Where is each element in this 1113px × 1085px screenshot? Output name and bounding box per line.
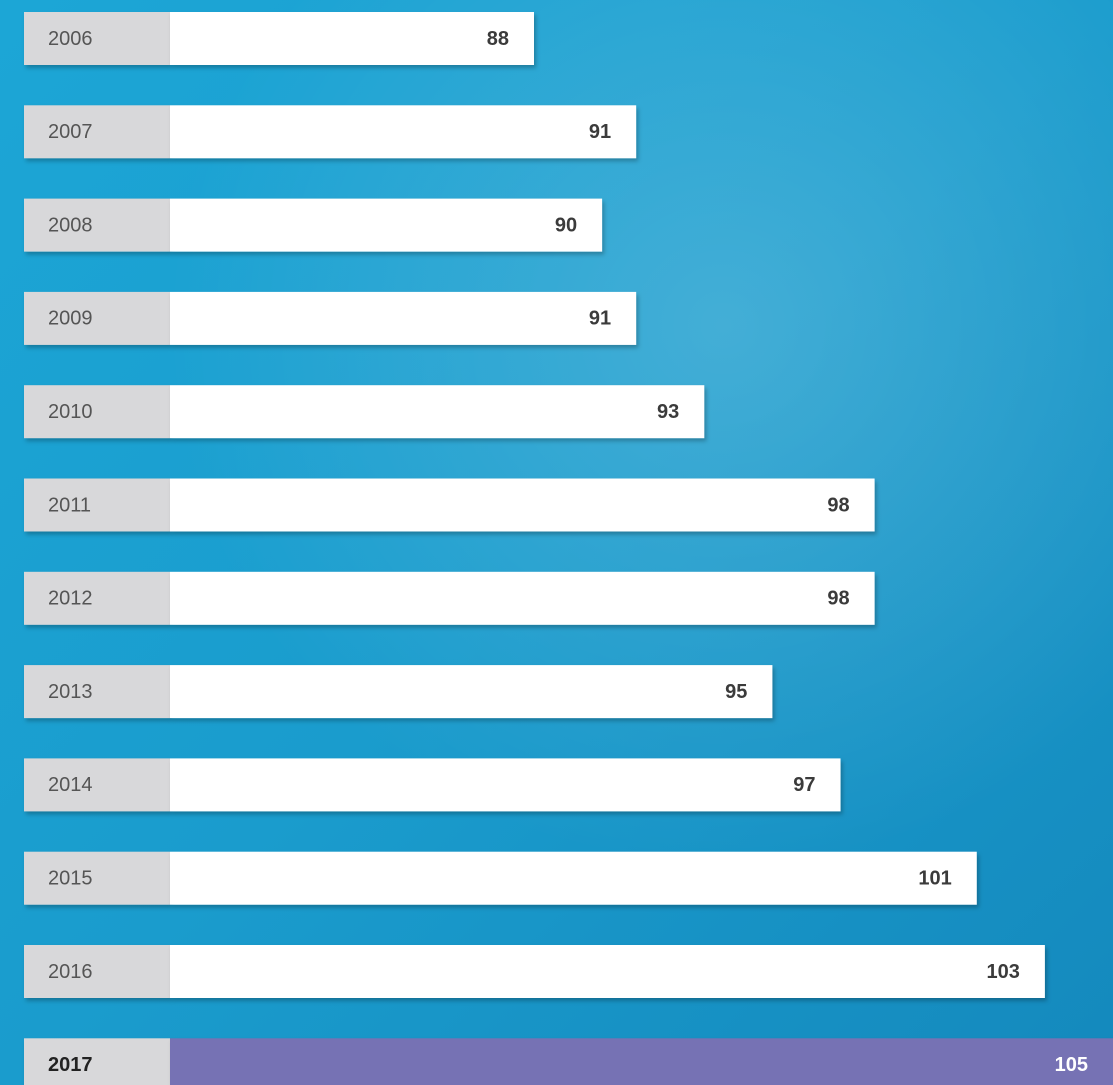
category-label: 2007 — [48, 121, 93, 143]
category-label: 2015 — [48, 867, 93, 889]
bar — [170, 385, 705, 439]
category-cell — [24, 945, 170, 998]
bar — [170, 665, 773, 719]
value-label: 90 — [555, 214, 577, 236]
category-label: 2013 — [48, 681, 93, 703]
category-label: 2008 — [48, 214, 93, 236]
category-label: 2016 — [48, 961, 93, 983]
bar — [170, 571, 875, 625]
value-label: 103 — [987, 961, 1020, 983]
bar — [170, 1038, 1113, 1085]
value-label: 97 — [793, 774, 815, 796]
value-label: 98 — [827, 494, 849, 516]
bar — [170, 758, 841, 812]
bar — [170, 478, 875, 532]
bar — [170, 12, 534, 65]
category-cell — [24, 12, 170, 65]
category-cell — [24, 1038, 170, 1085]
value-label: 101 — [918, 867, 951, 889]
category-cell — [24, 385, 170, 439]
category-label: 2009 — [48, 308, 93, 330]
value-label: 93 — [657, 401, 679, 423]
category-cell — [24, 571, 170, 625]
value-label: 88 — [487, 28, 509, 50]
category-label: 2012 — [48, 588, 93, 610]
category-label: 2006 — [48, 28, 93, 50]
bar — [170, 945, 1045, 998]
bar — [170, 198, 603, 252]
bar — [170, 851, 977, 905]
category-label: 2010 — [48, 401, 93, 423]
category-cell — [24, 851, 170, 905]
value-label: 98 — [827, 588, 849, 610]
bar — [170, 105, 637, 159]
value-label: 91 — [589, 308, 611, 330]
category-cell — [24, 478, 170, 532]
value-label: 95 — [725, 681, 747, 703]
value-label: 105 — [1055, 1054, 1088, 1076]
category-cell — [24, 198, 170, 252]
category-cell — [24, 291, 170, 345]
category-cell — [24, 758, 170, 812]
category-label: 2014 — [48, 774, 93, 796]
bar — [170, 291, 637, 345]
value-label: 91 — [589, 121, 611, 143]
category-cell — [24, 105, 170, 159]
category-cell — [24, 665, 170, 719]
category-label: 2017 — [48, 1054, 93, 1076]
category-label: 2011 — [48, 494, 91, 516]
